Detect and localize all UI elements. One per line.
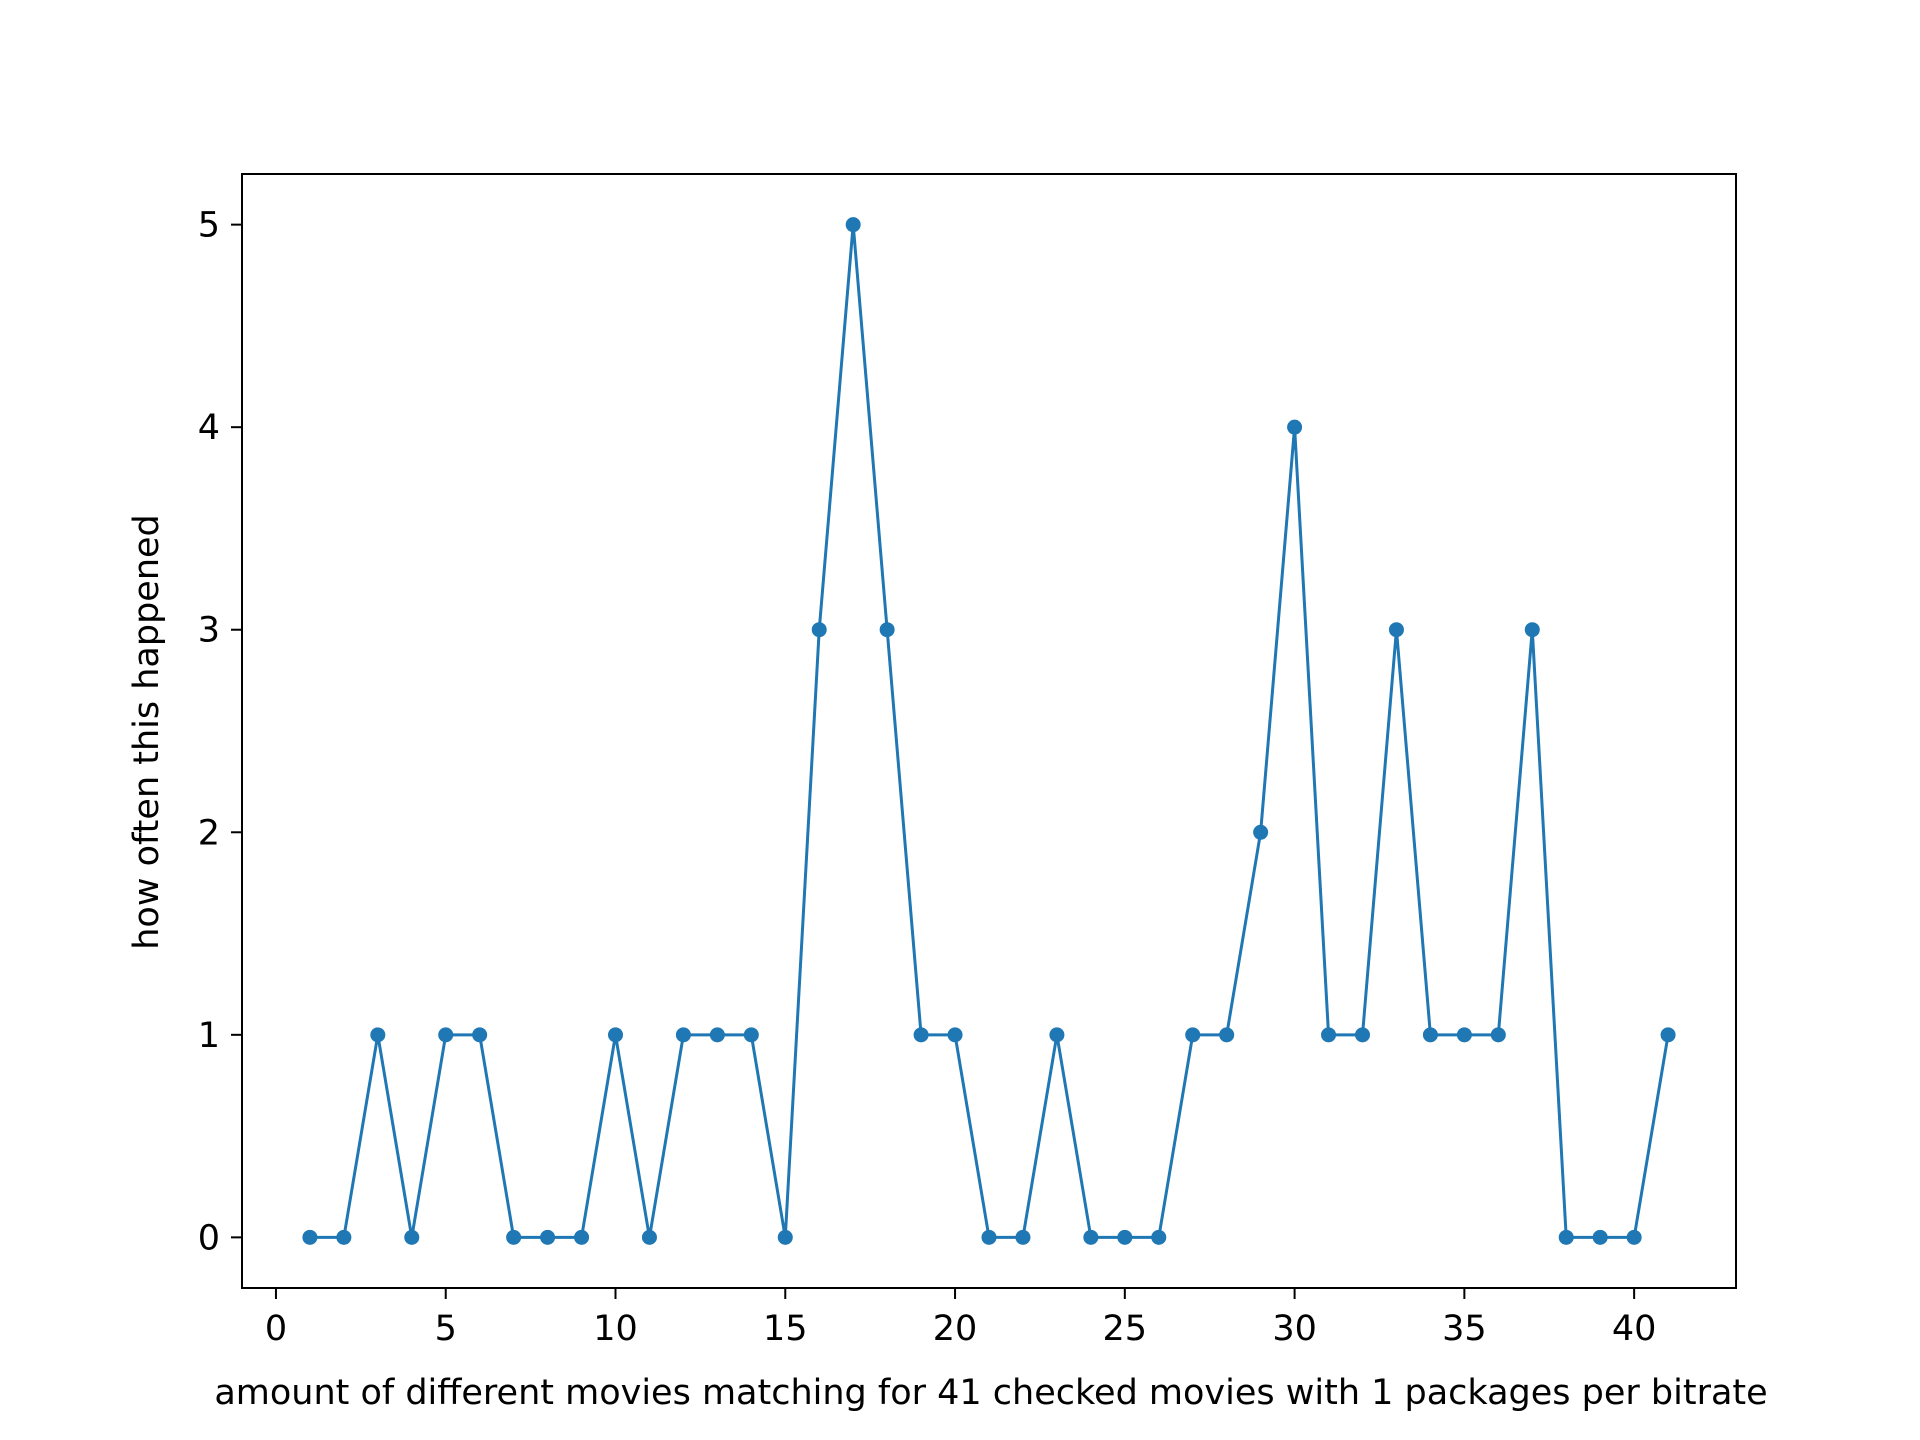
- data-point: [1490, 1027, 1506, 1043]
- x-tick-label: 10: [593, 1309, 638, 1349]
- data-point: [1592, 1229, 1608, 1245]
- y-tick-label: 5: [198, 206, 220, 246]
- data-point: [709, 1027, 725, 1043]
- x-axis-label: amount of different movies matching for …: [214, 1373, 1767, 1413]
- data-point: [1456, 1027, 1472, 1043]
- data-point: [641, 1229, 657, 1245]
- plot-frame: [241, 173, 1737, 1289]
- series-line: [309, 223, 1670, 1239]
- data-point: [879, 622, 895, 638]
- data-point: [336, 1229, 352, 1245]
- data-point: [506, 1229, 522, 1245]
- data-point: [913, 1027, 929, 1043]
- data-point: [608, 1027, 623, 1043]
- x-tick-label: 20: [933, 1309, 978, 1349]
- x-tick-label: 5: [435, 1309, 457, 1349]
- y-axis: 0 1 2 3 4 5: [198, 206, 242, 1258]
- data-point: [1117, 1229, 1133, 1245]
- x-tick-label: 25: [1103, 1309, 1148, 1349]
- data-point: [404, 1229, 420, 1245]
- y-tick-label: 3: [198, 611, 220, 651]
- data-point: [811, 622, 827, 638]
- data-point: [1321, 1027, 1337, 1043]
- data-point: [472, 1027, 488, 1043]
- data-point: [947, 1027, 963, 1043]
- data-point: [1219, 1027, 1235, 1043]
- data-point: [1388, 622, 1404, 638]
- data-point: [302, 1229, 318, 1245]
- data-point: [1185, 1027, 1201, 1043]
- data-point: [1015, 1229, 1031, 1245]
- x-tick-label: 35: [1442, 1309, 1487, 1349]
- data-point: [574, 1229, 590, 1245]
- x-tick-label: 0: [265, 1309, 287, 1349]
- data-point: [1660, 1027, 1676, 1043]
- data-point: [743, 1027, 759, 1043]
- x-tick-label: 40: [1612, 1309, 1657, 1349]
- data-point: [1422, 1027, 1438, 1043]
- series-layer: [302, 217, 1676, 1245]
- data-point: [845, 217, 861, 233]
- data-point: [1558, 1229, 1574, 1245]
- y-tick-label: 2: [198, 813, 220, 853]
- x-tick-label: 30: [1272, 1309, 1317, 1349]
- data-point: [1049, 1027, 1065, 1043]
- data-point: [1355, 1027, 1370, 1043]
- data-point: [675, 1027, 691, 1043]
- data-point: [777, 1229, 793, 1245]
- data-point: [438, 1027, 454, 1043]
- y-tick-label: 0: [198, 1218, 220, 1258]
- x-tick-label: 15: [763, 1309, 808, 1349]
- data-point: [540, 1229, 556, 1245]
- data-point: [1287, 419, 1303, 435]
- y-axis-label: how often this happened: [127, 514, 167, 950]
- y-tick-label: 4: [198, 408, 220, 448]
- x-axis: 0 5 10 15 20 25 30 35 40: [265, 1288, 1657, 1349]
- data-point: [1626, 1229, 1642, 1245]
- data-point: [1083, 1229, 1099, 1245]
- data-point: [1151, 1229, 1167, 1245]
- data-point: [1253, 824, 1269, 840]
- data-point: [981, 1229, 997, 1245]
- data-point: [370, 1027, 386, 1043]
- y-tick-label: 1: [198, 1016, 220, 1056]
- data-point: [1524, 622, 1540, 638]
